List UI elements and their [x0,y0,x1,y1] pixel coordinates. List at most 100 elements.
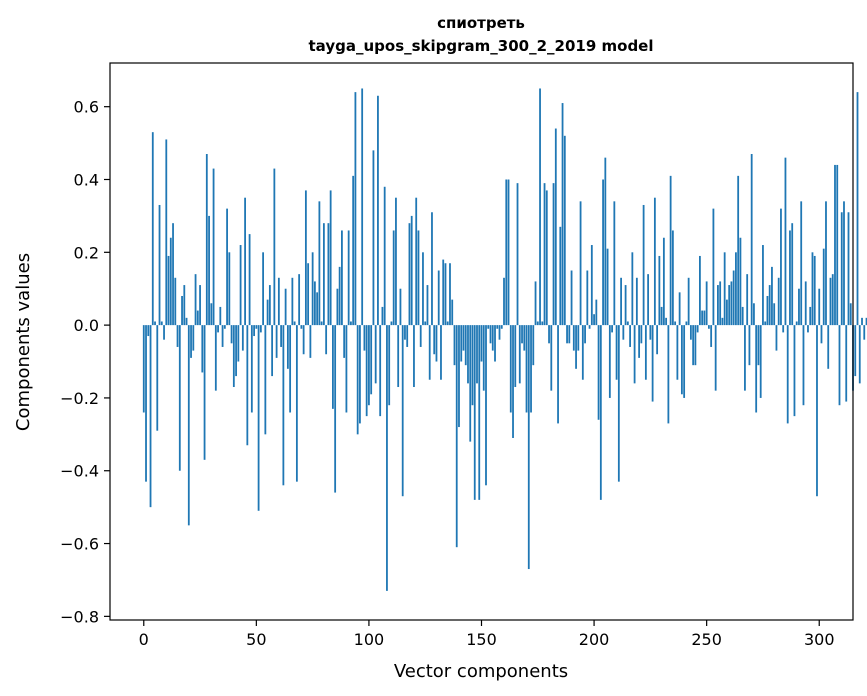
bar-147 [473,325,476,500]
bar-18 [183,285,186,326]
bar-246 [696,325,699,333]
bar-223 [644,325,647,380]
bar-212 [620,277,622,326]
bar-255 [717,285,719,326]
bar-65 [289,325,292,413]
x-axis: 0 50 100 150 200 250 300 [139,620,835,649]
bar-50 [255,325,258,329]
bar-299 [816,325,818,497]
bar-116 [404,325,406,340]
bar-series [142,88,867,591]
bar-88 [341,230,343,326]
bar-115 [401,325,404,497]
bar-141 [460,325,463,362]
bar-242 [687,277,690,326]
y-tick-label: 0.4 [74,170,99,189]
bar-99 [365,325,368,417]
bar-81 [325,325,328,355]
bar-184 [557,325,559,424]
bar-41 [235,325,237,377]
bar-157 [496,325,499,329]
bar-0 [142,325,145,413]
bar-251 [708,325,710,329]
bar-202 [597,325,600,420]
bar-132 [440,325,442,380]
bar-213 [622,325,625,340]
bar-312 [845,325,848,402]
bar-57 [271,325,274,377]
bar-3 [149,325,152,508]
bar-253 [712,208,715,326]
bar-193 [577,325,580,351]
bar-151 [482,325,485,391]
bar-56 [268,285,271,326]
bar-235 [671,230,674,326]
bar-185 [559,226,562,326]
bar-277 [766,295,769,326]
bar-133 [442,259,445,326]
bar-275 [762,245,764,326]
bar-129 [433,325,436,355]
bar-27 [203,325,206,460]
bar-208 [611,325,613,333]
bar-250 [705,281,708,326]
bar-122 [417,230,420,326]
bar-196 [584,325,586,344]
bar-86 [336,288,339,326]
bar-114 [399,288,402,326]
bar-1 [145,325,147,482]
bar-148 [476,325,478,384]
bar-293 [802,325,805,406]
bar-142 [462,325,465,351]
bar-314 [849,303,852,326]
bar-134 [444,263,447,326]
bar-173 [532,325,535,366]
bar-311 [843,201,845,326]
x-tick-label: 50 [246,630,266,649]
bar-320 [863,325,866,340]
bar-37 [226,208,228,326]
x-tick-label: 100 [354,630,385,649]
bar-30 [210,303,213,326]
bar-291 [798,288,800,326]
bar-181 [550,325,553,391]
bar-191 [572,325,575,351]
bar-10 [165,139,168,326]
bar-200 [593,314,595,326]
bar-150 [480,325,483,362]
bar-282 [777,277,780,326]
bar-6 [156,325,159,431]
bar-288 [791,223,794,326]
bar-292 [800,201,803,326]
bar-262 [732,270,735,326]
bar-36 [223,325,226,329]
bar-29 [208,215,210,326]
bar-168 [521,325,523,344]
bar-77 [316,292,319,326]
bar-192 [575,325,577,369]
bar-101 [370,325,373,395]
x-axis-label: Vector components [394,661,568,682]
bar-156 [494,325,496,362]
bar-45 [244,197,246,326]
y-tick-label: 0.0 [74,316,99,335]
bar-256 [719,281,722,326]
bar-303 [825,201,827,326]
bar-247 [699,255,701,326]
bar-26 [201,325,204,373]
bar-17 [181,295,183,326]
bar-137 [451,299,454,326]
bar-93 [352,175,355,326]
bar-104 [377,95,379,326]
bar-261 [730,281,733,326]
y-axis-label: Components values [13,253,34,431]
bar-35 [221,325,224,347]
bar-60 [277,277,280,326]
bar-241 [685,321,688,326]
bar-62 [282,325,285,486]
bar-273 [757,325,760,366]
bar-180 [548,325,550,344]
bar-69 [298,274,301,326]
bar-83 [329,190,332,326]
